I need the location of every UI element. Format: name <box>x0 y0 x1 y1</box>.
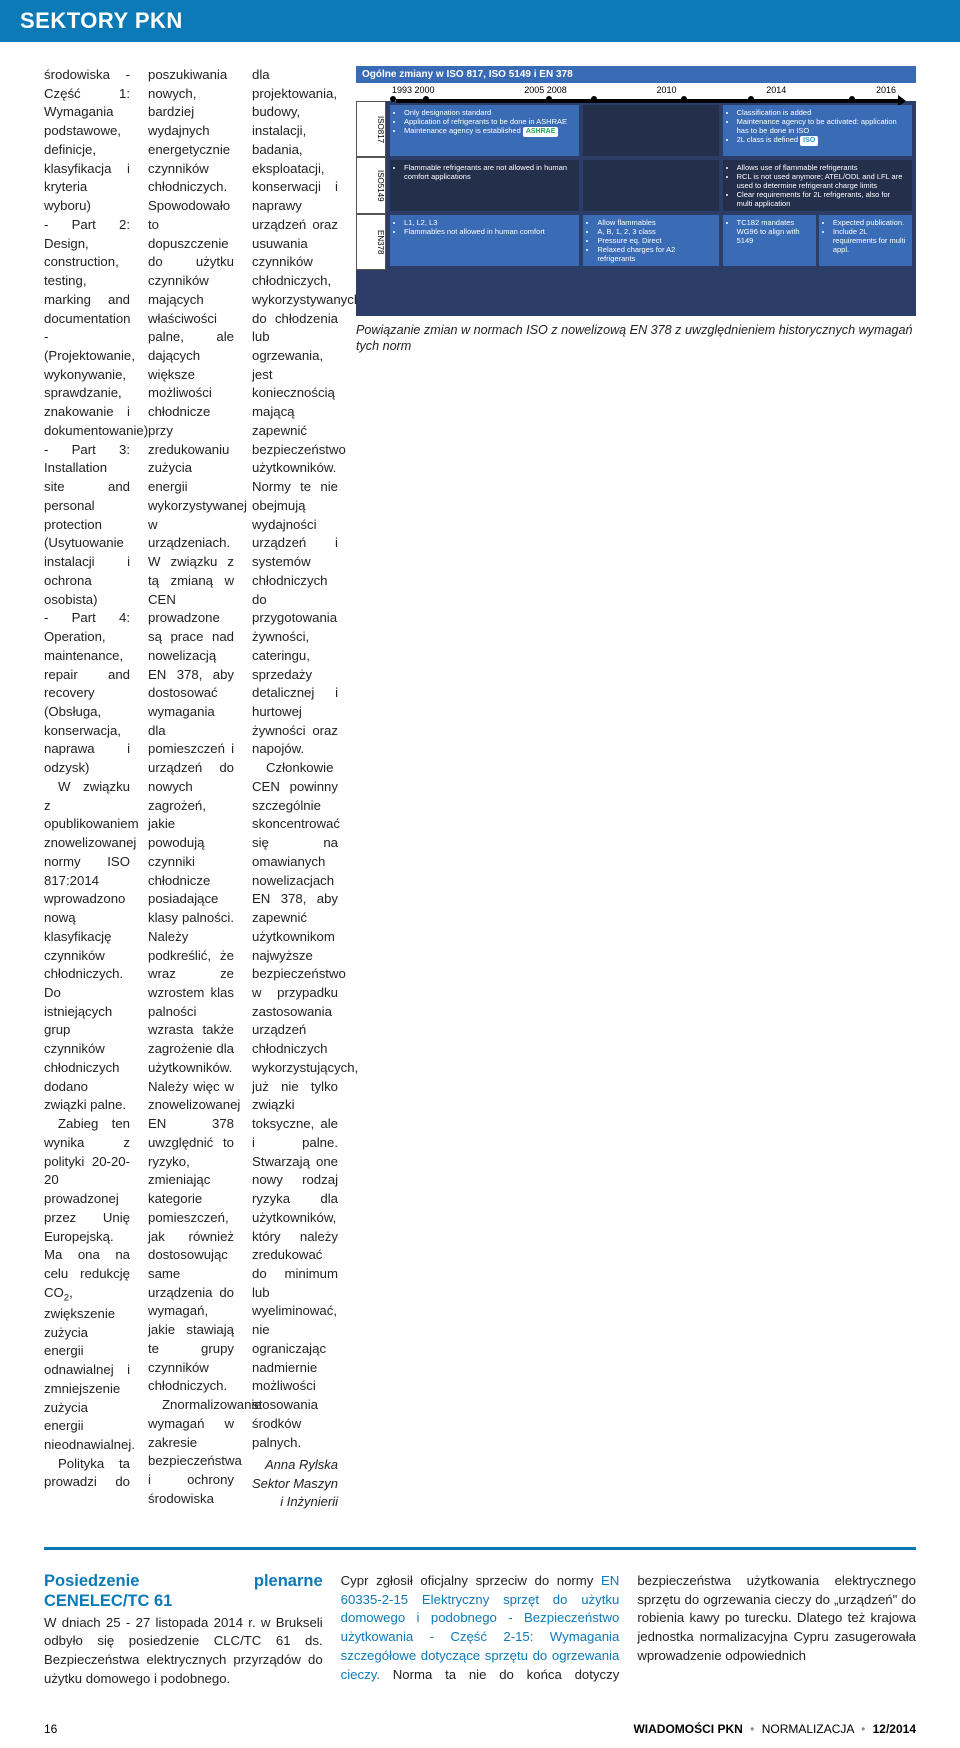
body-text-span: Norma ta nie do końca dotyczy bezpieczeń… <box>380 1573 916 1682</box>
body-text: Członkowie CEN powinny szczególnie skonc… <box>252 759 338 1452</box>
section-header: SEKTORY PKN <box>0 0 960 42</box>
body-text: środowiska - Część 1: Wymagania podstawo… <box>44 66 130 216</box>
cell-item: RCL is not used anymore; ATEL/ODL and LF… <box>737 172 908 190</box>
body-text-span: Cypr zgłosił oficjalny sprzeciw do normy <box>341 1573 601 1588</box>
iso-badge: ISO <box>800 136 818 146</box>
standard-reference: EN 60335-2-15 Elektryczny sprzęt do użyt… <box>341 1573 620 1682</box>
cell-item: TC182 mandates WG96 to align with 5149 <box>737 218 812 245</box>
row-label: ISO817 <box>356 101 386 157</box>
tl-dot <box>849 96 855 102</box>
grid-cell: L1, L2, L3 Flammables not allowed in hum… <box>390 215 579 266</box>
body-text: - Part 4: Operation, maintenance, repair… <box>44 609 130 778</box>
body-text-span: , zwiększenie zużycia energii odnawialne… <box>44 1285 135 1452</box>
tl-year: 1993 2000 <box>392 85 435 95</box>
page-footer: 16 WIADOMOŚCI PKN • NORMALIZACJA • 12/20… <box>0 1698 960 1748</box>
cell-item: Only designation standard <box>404 108 575 117</box>
body-text: - Part 3: Installation site and personal… <box>44 441 130 610</box>
diagram-title: Ogólne zmiany w ISO 817, ISO 5149 i EN 3… <box>356 66 916 83</box>
row-label: EN378 <box>356 214 386 270</box>
tl-dot <box>681 96 687 102</box>
body-text-span: Zabieg ten wynika z polityki 20-20-20 pr… <box>44 1116 130 1300</box>
footer-publication: WIADOMOŚCI PKN • NORMALIZACJA • 12/2014 <box>633 1722 916 1736</box>
tl-dot <box>390 96 396 102</box>
page-number: 16 <box>44 1722 57 1736</box>
row-label: ISO5149 <box>356 157 386 213</box>
body-text: Zabieg ten wynika z polityki 20-20-20 pr… <box>44 1115 130 1455</box>
body-text: - Part 2: Design, construction, testing,… <box>44 216 130 441</box>
cell-item: Include 2L requirements for multi appl. <box>833 227 908 254</box>
cell-item: Flammable refrigerants are not allowed i… <box>404 163 575 181</box>
tl-year: 2010 <box>657 85 677 95</box>
figure-block: Ogólne zmiany w ISO 817, ISO 5149 i EN 3… <box>356 66 916 355</box>
section-divider <box>44 1547 916 1550</box>
author-dept: Sektor Maszyn i Inżynierii <box>252 1475 338 1511</box>
timeline-diagram: Ogólne zmiany w ISO 817, ISO 5149 i EN 3… <box>356 66 916 316</box>
article-signature: Anna Rylska Sektor Maszyn i Inżynierii <box>252 1456 338 1511</box>
cell-item: Classification is added <box>737 108 908 117</box>
cell-item: A, B, 1, 2, 3 class <box>597 227 714 236</box>
grid-cell: Only designation standard Application of… <box>390 105 579 156</box>
article-columns: środowiska - Część 1: Wymagania podstawo… <box>44 66 338 1511</box>
diagram-body: ISO817 ISO5149 EN378 Only designation st… <box>356 101 916 270</box>
body-text: W dniach 25 - 27 listopada 2014 r. w Bru… <box>44 1614 323 1689</box>
tl-year: 2014 <box>766 85 786 95</box>
cell-item: Pressure eq. Direct <box>597 236 714 245</box>
cell-item: Allows use of flammable refrigerants <box>737 163 908 172</box>
timeline-row: 1993 2000 2005 2008 2010 2014 2016 <box>356 83 916 101</box>
tl-dot <box>748 96 754 102</box>
grid-cell-pair: TC182 mandates WG96 to align with 5149 E… <box>723 215 912 266</box>
section2-columns: Posiedzenie plenarne CENELEC/TC 61 W dni… <box>44 1572 916 1689</box>
grid-subcell: Expected publication. Include 2L require… <box>819 215 912 266</box>
body-text: W związku z opublikowaniem znowelizowane… <box>44 778 130 1115</box>
grid-cell: Allows use of flammable refrigerants RCL… <box>723 160 912 211</box>
cell-item: Allow flammables <box>597 218 714 227</box>
footer-tag: NORMALIZACJA <box>762 1722 854 1736</box>
page-content: Ogólne zmiany w ISO 817, ISO 5149 i EN 3… <box>0 42 960 1698</box>
section-header-text: SEKTORY PKN <box>20 8 183 33</box>
section2-lead: Posiedzenie plenarne CENELEC/TC 61 W dni… <box>44 1572 323 1689</box>
row-labels: ISO817 ISO5149 EN378 <box>356 101 386 270</box>
cell-item: L1, L2, L3 <box>404 218 575 227</box>
section2-title: Posiedzenie plenarne CENELEC/TC 61 <box>44 1572 323 1612</box>
bullet-icon: • <box>861 1722 865 1736</box>
body-text: Cypr zgłosił oficjalny sprzeciw do normy… <box>341 1572 916 1689</box>
tl-line <box>396 99 901 103</box>
cell-item: Flammables not allowed in human comfort <box>404 227 575 236</box>
tl-year: 2016 <box>876 85 896 95</box>
cell-item: Clear requirements for 2L refrigerants, … <box>737 190 908 208</box>
cell-item: Application of refrigerants to be done i… <box>404 117 575 126</box>
cell-item: Expected publication. <box>833 218 908 227</box>
figure-caption: Powiązanie zmian w normach ISO z noweliz… <box>356 322 916 355</box>
grid-cell: Allow flammables A, B, 1, 2, 3 class Pre… <box>583 215 718 266</box>
grid-cell-empty <box>583 160 718 211</box>
grid-subcell: TC182 mandates WG96 to align with 5149 <box>723 215 816 266</box>
cell-item: Relaxed charges for A2 refrigerants <box>597 245 714 263</box>
author-name: Anna Rylska <box>252 1456 338 1474</box>
grid-cell-empty <box>583 105 718 156</box>
cell-item: Maintenance agency is established <box>404 126 521 135</box>
footer-brand: WIADOMOŚCI PKN <box>633 1722 742 1736</box>
diagram-grid: Only designation standard Application of… <box>386 101 916 270</box>
footer-issue: 12/2014 <box>873 1722 916 1736</box>
grid-cell: Classification is added Maintenance agen… <box>723 105 912 156</box>
tl-year: 2005 2008 <box>524 85 567 95</box>
bullet-icon: • <box>750 1722 754 1736</box>
cell-item: 2L class is defined <box>737 135 798 144</box>
cell-item: Maintenance agency to be activated: appl… <box>737 117 908 135</box>
grid-cell: Flammable refrigerants are not allowed i… <box>390 160 579 211</box>
ashrae-badge: ASHRAE <box>523 127 559 137</box>
